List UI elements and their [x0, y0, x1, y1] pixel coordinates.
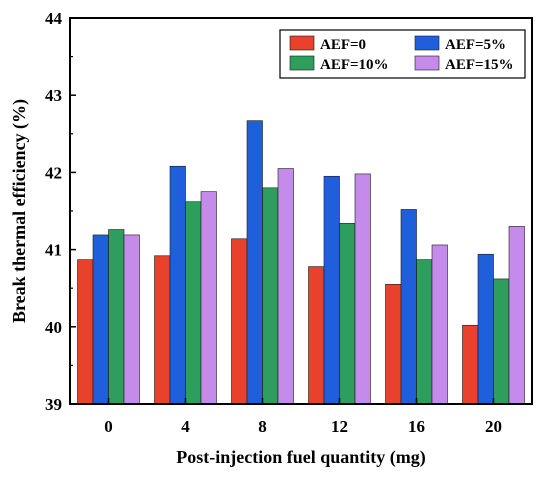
legend-swatch [414, 55, 440, 71]
x-tick-label: 12 [331, 417, 348, 436]
y-axis-title: Break thermal efficiency (%) [9, 99, 30, 323]
bar-aef-15--12 [354, 173, 371, 405]
bar-aef-10--12 [339, 223, 356, 405]
y-tick-label: 39 [45, 395, 62, 414]
y-tick-label: 44 [45, 9, 63, 28]
legend-label: AEF=10% [320, 57, 389, 73]
bar-aef-15--16 [431, 244, 448, 405]
bar-aef-0-16 [385, 284, 402, 405]
plot-frame [69, 17, 533, 405]
x-axis-title: Post-injection fuel quantity (mg) [176, 447, 425, 468]
y-tick-label: 41 [45, 241, 62, 260]
bar-aef-5--0 [92, 234, 109, 405]
bar-aef-0-12 [308, 266, 325, 405]
bar-aef-0-0 [77, 259, 94, 405]
bar-aef-15--4 [200, 191, 217, 405]
legend-swatch [414, 35, 440, 51]
x-tick-label: 8 [258, 417, 267, 436]
bar-aef-0-4 [154, 255, 171, 405]
bar-aef-10--8 [262, 187, 279, 405]
y-tick-label: 42 [45, 163, 62, 182]
bar-aef-0-20 [462, 324, 479, 405]
bar-aef-5--4 [169, 165, 186, 405]
y-tick-label: 40 [45, 318, 62, 337]
bar-aef-10--0 [108, 229, 125, 405]
bar-aef-10--4 [185, 201, 202, 405]
bar-aef-15--0 [123, 234, 140, 405]
legend: AEF=0 AEF=5% AEF=10% AEF=15% [279, 29, 526, 79]
bar-aef-0-8 [231, 238, 248, 405]
legend-label: AEF=15% [445, 57, 514, 73]
legend-label: AEF=5% [445, 37, 506, 53]
bar-aef-5--8 [246, 120, 263, 405]
legend-swatch [289, 35, 315, 51]
bar-aef-15--8 [277, 168, 294, 405]
x-tick-label: 0 [104, 417, 113, 436]
y-tick-label: 43 [45, 86, 62, 105]
bar-aef-10--16 [416, 259, 433, 405]
legend-label: AEF=0 [320, 37, 366, 53]
bars-group [77, 120, 525, 405]
legend-box [279, 29, 526, 79]
legend-swatch [289, 55, 315, 71]
bar-aef-15--20 [508, 226, 525, 405]
bar-aef-5--20 [477, 253, 494, 405]
x-tick-label: 20 [485, 417, 502, 436]
bar-aef-5--16 [400, 209, 417, 405]
x-tick-label: 4 [181, 417, 190, 436]
bar-aef-10--20 [493, 278, 510, 405]
bar-aef-5--12 [323, 175, 340, 405]
x-tick-label: 16 [408, 417, 425, 436]
